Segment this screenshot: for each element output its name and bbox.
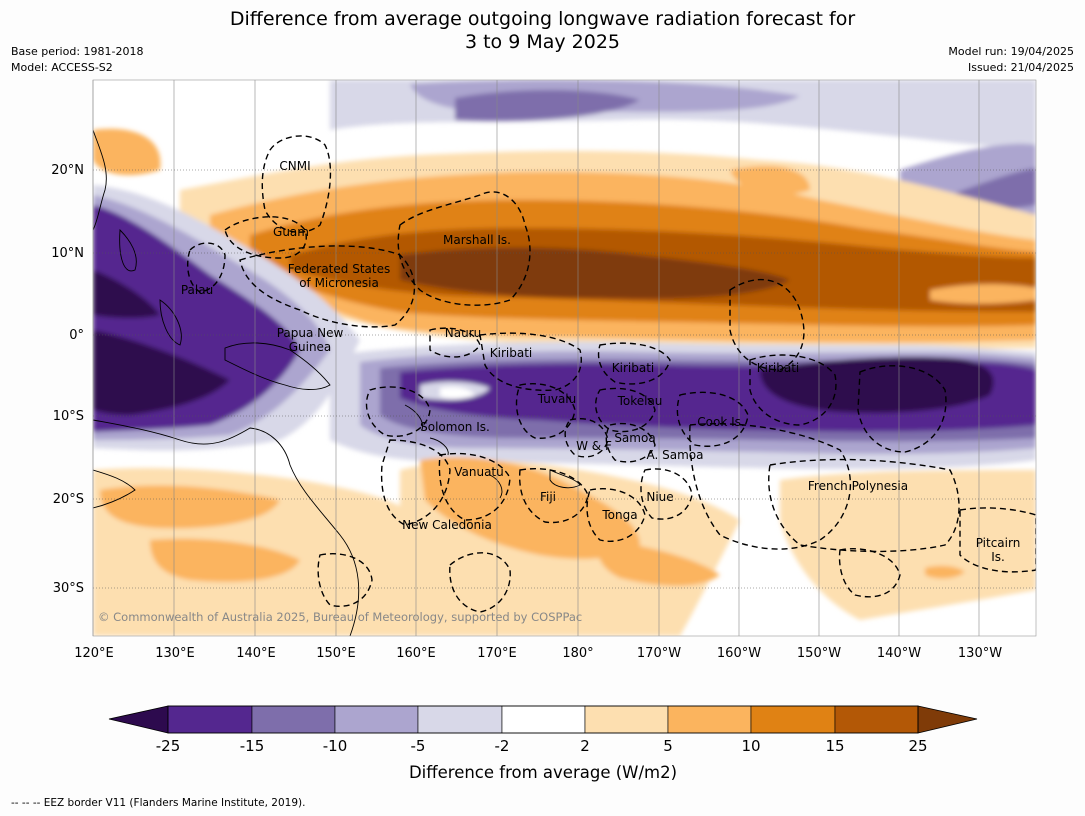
label-pitcairn-line2: Is. [991, 550, 1005, 564]
colorbar-tick-labels: -25 -15 -10 -5 -2 2 5 10 15 25 [156, 737, 928, 755]
colorbar-tick: -15 [240, 737, 265, 755]
label-solomon-islands: Solomon Is. [420, 420, 490, 434]
longitude-tick-labels: 120°E 130°E 140°E 150°E 160°E 170°E 180°… [74, 646, 1002, 661]
lon-tick: 170°E [477, 646, 517, 661]
colorbar-tick: 15 [825, 737, 844, 755]
lon-tick: 180° [562, 646, 593, 661]
lon-tick: 170°W [637, 646, 681, 661]
lat-tick: 0° [69, 328, 84, 343]
label-vanuatu: Vanuatu [454, 465, 504, 479]
label-kiribati-central: Kiribati [612, 361, 654, 375]
issued-date: Issued: 21/04/2025 [967, 61, 1074, 74]
coastlines [93, 129, 581, 636]
label-tonga: Tonga [601, 508, 637, 522]
label-cook-islands: Cook Is. [697, 415, 744, 429]
label-wallis-futuna: W & F [576, 439, 612, 453]
lon-tick: 150°W [797, 646, 841, 661]
lon-tick: 160°W [717, 646, 761, 661]
lon-tick: 160°E [396, 646, 436, 661]
colorbar-tick: 2 [580, 737, 590, 755]
base-period: Base period: 1981-2018 [11, 45, 144, 58]
lon-tick: 140°W [877, 646, 921, 661]
colorbar-segment [834, 705, 919, 734]
colorbar-segment [417, 705, 503, 734]
copyright-notice: © Commonwealth of Australia 2025, Bureau… [98, 610, 582, 624]
lat-tick: 30°S [53, 581, 84, 596]
colorbar-segment [750, 705, 836, 734]
colorbar-tick: -5 [411, 737, 426, 755]
label-nauru: Nauru [445, 326, 481, 340]
lat-tick: 20°N [51, 163, 84, 178]
label-french-polynesia: French Polynesia [808, 479, 908, 493]
label-fiji: Fiji [540, 490, 556, 504]
lon-tick: 130°E [155, 646, 195, 661]
lat-tick: 10°N [51, 246, 84, 261]
colorbar-segment [584, 705, 669, 734]
colorbar-low-extension [108, 705, 169, 734]
label-png-line1: Papua New [277, 326, 344, 340]
colorbar-tick: -25 [156, 737, 181, 755]
colorbar-tick: -2 [495, 737, 510, 755]
model-run: Model run: 19/04/2025 [948, 45, 1074, 58]
colorbar-label: Difference from average (W/m2) [409, 763, 677, 782]
eez-borders [187, 135, 1036, 613]
colorbar-tick: 25 [908, 737, 927, 755]
chart-title-line2: 3 to 9 May 2025 [464, 31, 621, 53]
label-fsm-line1: Federated States [288, 262, 390, 276]
eez-footnote: -- -- -- EEZ border V11 (Flanders Marine… [11, 797, 306, 809]
label-kiribati-east: Kiribati [757, 361, 799, 375]
lon-tick: 130°W [958, 646, 1002, 661]
colorbar-segment [167, 705, 253, 734]
label-american-samoa: A. Samoa [647, 448, 704, 462]
colorbar: -25 -15 -10 -5 -2 2 5 10 15 25 Differenc… [108, 705, 978, 782]
colorbar-segment [501, 705, 586, 734]
colorbar-tick: 5 [663, 737, 673, 755]
label-tuvalu: Tuvalu [537, 392, 577, 406]
place-labels: CNMI Guam Marshall Is. Federated States … [181, 159, 1020, 564]
label-cnmi: CNMI [279, 159, 310, 173]
label-tokelau: Tokelau [617, 394, 663, 408]
label-new-caledonia: New Caledonia [402, 518, 492, 532]
label-guam: Guam [273, 225, 309, 239]
label-marshall-islands: Marshall Is. [443, 233, 511, 247]
label-fsm-line2: of Micronesia [299, 276, 379, 290]
latitude-lines [93, 169, 1036, 589]
colorbar-high-extension [917, 705, 978, 734]
lon-tick: 120°E [74, 646, 114, 661]
lat-tick: 10°S [53, 409, 84, 424]
chart-title-line1: Difference from average outgoing longwav… [229, 8, 856, 30]
anomaly-field [93, 80, 1036, 636]
label-pitcairn-line1: Pitcairn [976, 536, 1021, 550]
colorbar-tick: 10 [741, 737, 760, 755]
colorbar-segment [251, 705, 336, 734]
lon-tick: 140°E [236, 646, 276, 661]
model-name: Model: ACCESS-S2 [11, 61, 113, 74]
label-png-line2: Guinea [289, 340, 332, 354]
label-samoa: Samoa [614, 431, 655, 445]
label-niue: Niue [646, 490, 673, 504]
colorbar-segment [667, 705, 752, 734]
lon-tick: 150°E [316, 646, 356, 661]
label-kiribati-west: Kiribati [490, 346, 532, 360]
colorbar-tick: -10 [323, 737, 348, 755]
latitude-tick-labels: 20°N 10°N 0° 10°S 20°S 30°S [51, 163, 84, 596]
label-palau: Palau [181, 283, 213, 297]
lat-tick: 20°S [53, 492, 84, 507]
colorbar-segment [334, 705, 419, 734]
